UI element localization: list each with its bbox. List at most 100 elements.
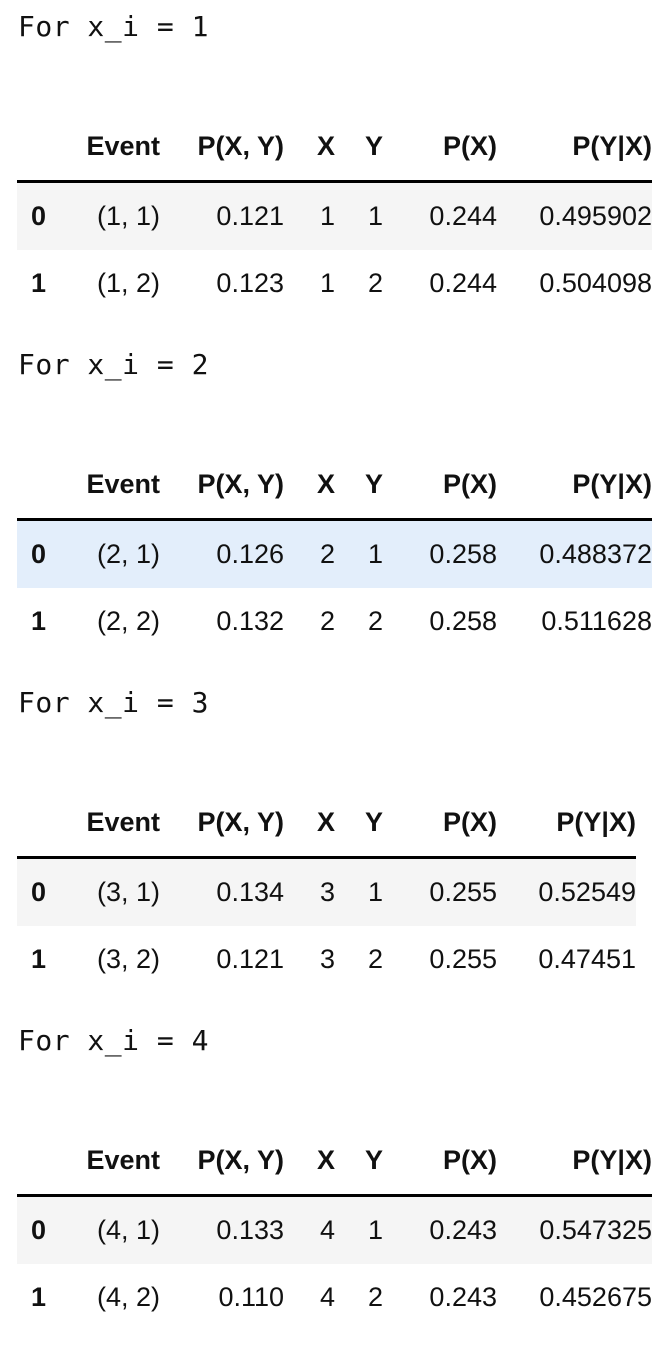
cell-x: 2 [319, 538, 335, 569]
header-x: X [316, 130, 335, 161]
header-y: Y [364, 130, 383, 161]
dataframe-table: Event P(X, Y) X Y P(X) P(Y|X) 0 (1, 1) 0… [17, 112, 652, 318]
cell-px: 0.243 [429, 1214, 497, 1245]
dataframe-table: Event P(X, Y) X Y P(X) P(Y|X) 0 (2, 1) 0… [17, 450, 652, 656]
cell-event: (2, 2) [96, 606, 160, 636]
cell-pxy: 0.121 [216, 200, 284, 231]
cell-pyx: 0.495902 [539, 200, 652, 231]
header-index [17, 112, 79, 182]
cell-pyx: 0.452675 [539, 1282, 652, 1312]
row-index: 1 [31, 944, 47, 974]
cell-px: 0.243 [429, 1282, 497, 1312]
cell-pxy: 0.126 [216, 538, 284, 569]
header-x: X [316, 806, 335, 837]
output-block-4: For x_i = 4 Event P(X, Y) X Y P(X) P(Y|X… [0, 1014, 670, 1352]
cell-y: 1 [367, 876, 383, 907]
row-index: 1 [31, 606, 47, 636]
cell-x: 4 [319, 1282, 335, 1312]
header-index [17, 450, 79, 520]
cell-y: 1 [367, 538, 383, 569]
cell-x: 2 [319, 606, 335, 636]
table-row: 1 (4, 2) 0.110 4 2 0.243 0.452675 [17, 1264, 652, 1332]
cell-pxy: 0.123 [216, 268, 284, 298]
cell-px: 0.244 [429, 200, 497, 231]
cell-pxy: 0.121 [216, 944, 284, 974]
cell-x: 3 [319, 944, 335, 974]
header-px: P(X) [443, 1144, 497, 1175]
header-pyx: P(Y|X) [572, 1144, 652, 1175]
header-x: X [316, 468, 335, 499]
row-index: 0 [31, 200, 47, 231]
cell-y: 1 [367, 200, 383, 231]
header-row: Event P(X, Y) X Y P(X) P(Y|X) [17, 788, 636, 858]
header-index [17, 788, 79, 858]
print-output: For x_i = 2 [18, 348, 209, 381]
cell-y: 2 [367, 268, 383, 298]
cell-event: (2, 1) [96, 538, 160, 569]
cell-y: 2 [367, 1282, 383, 1312]
cell-pxy: 0.132 [216, 606, 284, 636]
header-event: Event [86, 806, 160, 837]
header-pxy: P(X, Y) [197, 806, 284, 837]
header-y: Y [364, 1144, 383, 1175]
table-row: 1 (3, 2) 0.121 3 2 0.255 0.47451 [17, 926, 636, 994]
cell-y: 2 [367, 606, 383, 636]
cell-pyx: 0.547325 [539, 1214, 652, 1245]
output-block-1: For x_i = 1 Event P(X, Y) X Y P(X) P(Y|X… [0, 0, 670, 338]
table-row: 0 (4, 1) 0.133 4 1 0.243 0.547325 [17, 1195, 652, 1264]
table-row: 1 (1, 2) 0.123 1 2 0.244 0.504098 [17, 250, 652, 318]
cell-y: 2 [367, 944, 383, 974]
output-block-3: For x_i = 3 Event P(X, Y) X Y P(X) P(Y|X… [0, 676, 670, 1014]
output-block-2: For x_i = 2 Event P(X, Y) X Y P(X) P(Y|X… [0, 338, 670, 676]
cell-px: 0.244 [429, 268, 497, 298]
cell-pyx: 0.511628 [541, 606, 652, 636]
cell-px: 0.255 [429, 944, 497, 974]
cell-pxy: 0.134 [216, 876, 284, 907]
header-index [17, 1126, 79, 1196]
row-index: 0 [31, 876, 47, 907]
row-index: 1 [31, 268, 47, 298]
table-row: 1 (2, 2) 0.132 2 2 0.258 0.511628 [17, 588, 652, 656]
cell-pxy: 0.133 [216, 1214, 284, 1245]
header-event: Event [86, 1144, 160, 1175]
row-index: 0 [31, 538, 47, 569]
header-event: Event [86, 130, 160, 161]
table-row-hovered: 0 (2, 1) 0.126 2 1 0.258 0.488372 [17, 519, 652, 588]
table-row: 0 (3, 1) 0.134 3 1 0.255 0.52549 [17, 857, 636, 926]
cell-x: 1 [319, 268, 335, 298]
cell-pyx: 0.52549 [538, 876, 636, 907]
cell-y: 1 [367, 1214, 383, 1245]
header-pyx: P(Y|X) [556, 806, 636, 837]
header-y: Y [364, 806, 383, 837]
cell-px: 0.258 [429, 606, 497, 636]
cell-pxy: 0.110 [218, 1282, 284, 1312]
cell-px: 0.258 [429, 538, 497, 569]
print-output: For x_i = 4 [18, 1024, 209, 1057]
header-row: Event P(X, Y) X Y P(X) P(Y|X) [17, 450, 652, 520]
row-index: 1 [31, 1282, 47, 1312]
header-x: X [316, 1144, 335, 1175]
cell-px: 0.255 [429, 876, 497, 907]
header-y: Y [364, 468, 383, 499]
cell-x: 3 [319, 876, 335, 907]
cell-event: (1, 1) [96, 200, 160, 231]
cell-pyx: 0.47451 [538, 944, 636, 974]
header-pxy: P(X, Y) [197, 130, 284, 161]
cell-x: 1 [319, 200, 335, 231]
header-pyx: P(Y|X) [572, 468, 652, 499]
cell-pyx: 0.488372 [539, 538, 652, 569]
cell-pyx: 0.504098 [539, 268, 652, 298]
header-px: P(X) [443, 130, 497, 161]
header-px: P(X) [443, 806, 497, 837]
table-row: 0 (1, 1) 0.121 1 1 0.244 0.495902 [17, 181, 652, 250]
header-pyx: P(Y|X) [572, 130, 652, 161]
dataframe-table: Event P(X, Y) X Y P(X) P(Y|X) 0 (3, 1) 0… [17, 788, 636, 994]
cell-event: (4, 1) [96, 1214, 160, 1245]
print-output: For x_i = 1 [18, 10, 209, 43]
header-row: Event P(X, Y) X Y P(X) P(Y|X) [17, 1126, 652, 1196]
dataframe-table: Event P(X, Y) X Y P(X) P(Y|X) 0 (4, 1) 0… [17, 1126, 652, 1332]
header-pxy: P(X, Y) [197, 1144, 284, 1175]
cell-event: (1, 2) [96, 268, 160, 298]
row-index: 0 [31, 1214, 47, 1245]
cell-event: (3, 1) [96, 876, 160, 907]
